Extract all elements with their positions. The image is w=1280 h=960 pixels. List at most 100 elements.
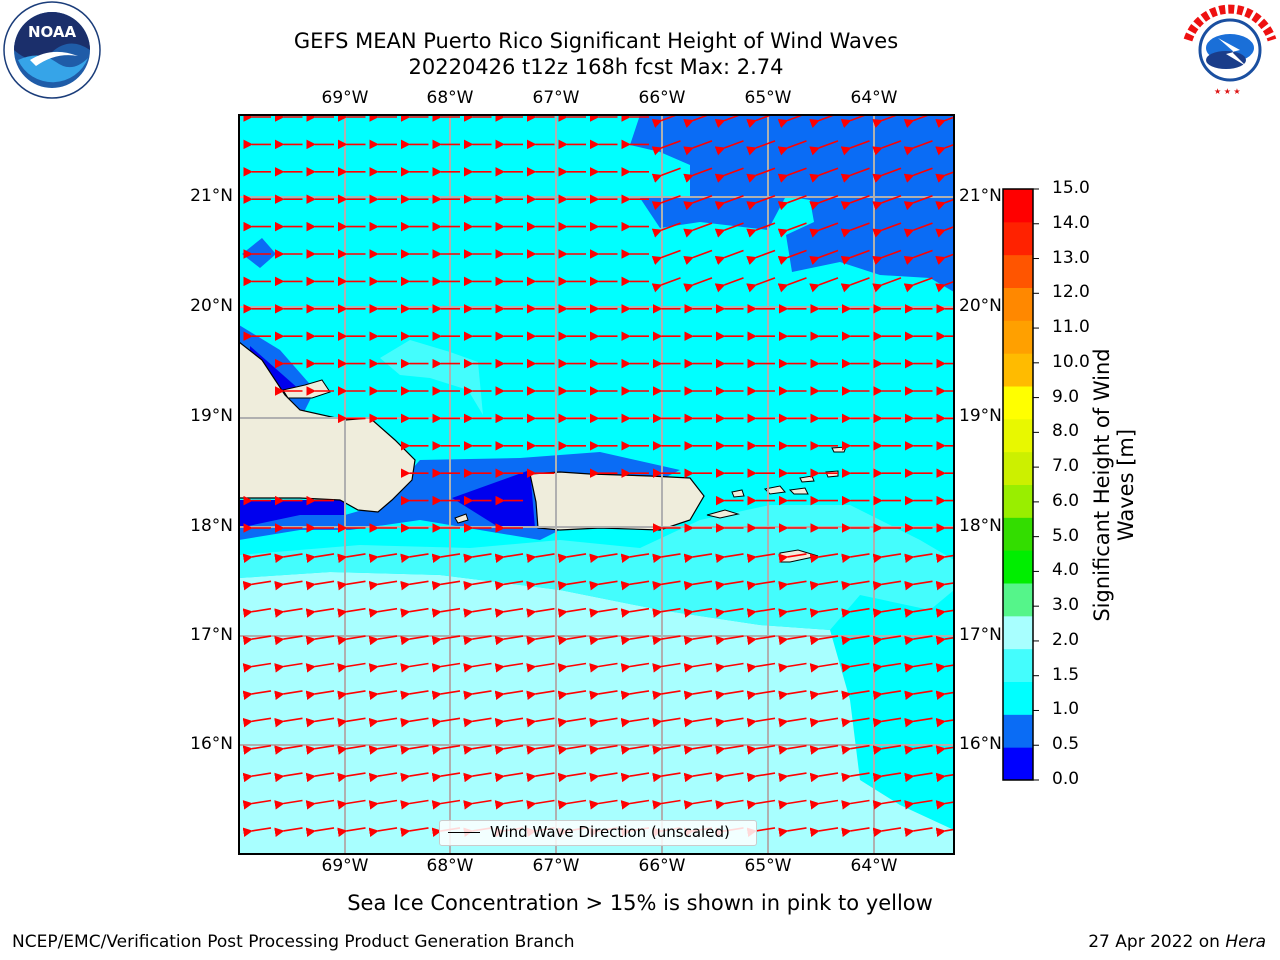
wave-direction-arrow (242, 744, 272, 755)
wave-direction-arrow (903, 222, 933, 238)
wave-direction-arrow (872, 115, 900, 128)
wave-direction-arrow (809, 277, 839, 293)
wave-direction-arrow (715, 635, 744, 646)
wave-direction-arrow (809, 799, 839, 810)
wave-direction-arrow (305, 799, 335, 810)
wave-direction-arrow (840, 249, 870, 265)
wave-direction-arrow (463, 717, 492, 728)
colorbar-swatch (1003, 747, 1033, 781)
wave-direction-arrow (935, 553, 954, 563)
wave-direction-arrow (305, 827, 335, 837)
map-subtitle: 20220426 t12z 168h fcst Max: 2.74 (408, 55, 784, 79)
wave-direction-arrow (872, 635, 902, 646)
wave-direction-arrow (463, 690, 492, 700)
wave-direction-arrow (809, 194, 839, 211)
wave-direction-arrow (526, 635, 555, 646)
wave-direction-arrow (809, 140, 839, 156)
wave-direction-arrow (778, 662, 807, 673)
wave-direction-arrow (620, 799, 650, 810)
wave-direction-arrow (651, 222, 681, 238)
wave-direction-arrow (368, 772, 398, 783)
wave-direction-arrow (935, 635, 954, 646)
wave-direction-arrow (242, 772, 272, 783)
wave-direction-arrow (368, 662, 398, 673)
wave-direction-arrow (589, 553, 618, 563)
wave-direction-arrow (746, 635, 776, 646)
wave-direction-arrow (746, 140, 776, 156)
wave-direction-arrow (242, 580, 272, 591)
wave-direction-arrow (274, 799, 303, 810)
wave-direction-arrow (557, 799, 587, 810)
wave-direction-arrow (494, 690, 524, 700)
wave-direction-arrow (935, 772, 954, 783)
wave-direction-arrow (778, 717, 807, 728)
colorbar-swatch (1003, 386, 1033, 420)
wave-direction-arrow (746, 662, 776, 673)
wave-direction-arrow (746, 222, 776, 238)
wave-direction-arrow (305, 744, 335, 755)
colorbar-swatch (1003, 550, 1033, 584)
wave-direction-arrow (683, 607, 713, 618)
wave-direction-arrow (809, 717, 839, 728)
wave-direction-arrow (305, 553, 335, 563)
wave-direction-arrow (494, 662, 524, 673)
colorbar-tick-label: 5.0 (1052, 525, 1080, 546)
colorbar-tick-label: 15.0 (1052, 178, 1090, 198)
wave-direction-arrow (274, 662, 303, 673)
wave-direction-arrow (872, 580, 902, 591)
wave-direction-arrow (778, 799, 807, 810)
wave-direction-arrow (935, 280, 954, 293)
wave-direction-arrow (746, 553, 776, 563)
colorbar-tick-label: 7.0 (1052, 456, 1080, 477)
wave-direction-arrow (872, 744, 902, 755)
sea-ice-caption: Sea Ice Concentration > 15% is shown in … (347, 891, 933, 915)
wave-direction-arrow (526, 662, 555, 673)
wave-direction-arrow (652, 553, 681, 563)
wave-direction-arrow (778, 635, 807, 646)
legend-line-swatch (448, 832, 480, 833)
wave-direction-arrow (337, 799, 366, 810)
wave-direction-arrow (526, 580, 555, 591)
wave-direction-arrow (652, 744, 681, 755)
wave-direction-arrow (746, 194, 776, 211)
wave-direction-arrow (841, 635, 870, 646)
lat-tick-right: 17°N (959, 625, 1002, 645)
wave-direction-arrow (368, 553, 398, 563)
lat-tick-right: 18°N (959, 516, 1002, 536)
wave-direction-arrow (683, 772, 713, 783)
wave-direction-arrow (903, 277, 933, 293)
wave-direction-arrow (935, 608, 954, 618)
colorbar-swatch (1003, 615, 1033, 650)
wave-direction-arrow (463, 580, 492, 591)
wave-direction-arrow (305, 580, 335, 591)
lon-tick-bottom: 67°W (532, 856, 580, 876)
map-frame (238, 114, 955, 855)
wave-direction-arrow (778, 744, 807, 755)
map-title: GEFS MEAN Puerto Rico Significant Height… (293, 29, 899, 53)
lat-tick-left: 18°N (190, 516, 233, 536)
wave-direction-arrow (400, 772, 429, 783)
wave-direction-arrow (841, 717, 870, 728)
wave-direction-arrow (715, 662, 744, 673)
wave-direction-arrow (683, 717, 713, 728)
wave-direction-arrow (746, 799, 776, 810)
wave-direction-arrow (589, 799, 618, 810)
wave-direction-arrow (494, 635, 524, 646)
wave-direction-arrow (904, 580, 933, 591)
wave-direction-arrow (746, 580, 776, 591)
wave-direction-arrow (935, 171, 954, 183)
wave-direction-arrow (683, 662, 713, 673)
wave-direction-arrow (777, 194, 807, 211)
wave-direction-arrow (935, 827, 954, 837)
wave-direction-arrow (841, 553, 870, 563)
wave-direction-arrow (368, 580, 398, 591)
wave-direction-arrow (305, 662, 335, 673)
wave-direction-arrow (904, 690, 933, 700)
wave-direction-arrow (935, 116, 954, 128)
wave-direction-arrow (841, 690, 870, 700)
colorbar-tick-label: 14.0 (1052, 212, 1090, 233)
wave-direction-arrow (746, 827, 776, 837)
wave-direction-arrow (903, 249, 933, 265)
wave-direction-arrow (715, 580, 744, 591)
wave-direction-arrow (746, 115, 774, 128)
